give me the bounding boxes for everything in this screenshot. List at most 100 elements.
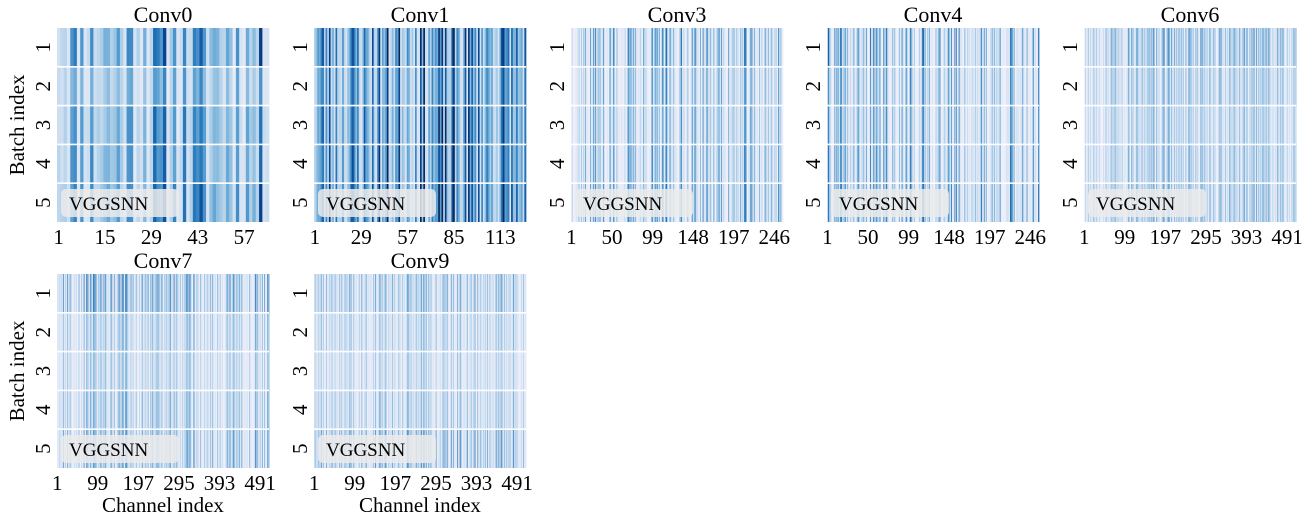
heatmap-cell — [325, 144, 328, 184]
heatmap-cell — [778, 105, 781, 145]
heatmap-cell — [653, 28, 655, 67]
heatmap-cell — [632, 105, 634, 145]
heatmap-cell — [653, 105, 655, 145]
heatmap-cell — [585, 105, 587, 145]
heatmap-cell — [653, 144, 655, 184]
heatmap-cell — [781, 28, 783, 67]
heatmap-cell — [718, 183, 720, 222]
heatmap-cell — [744, 105, 746, 145]
heatmap-cell — [395, 66, 398, 106]
heatmap-cell — [684, 144, 686, 184]
heatmap-cell — [747, 144, 749, 184]
heatmap-cell — [764, 183, 766, 222]
heatmap-cell — [773, 28, 776, 67]
heatmap-cell — [507, 183, 510, 222]
heatmap-cell — [249, 183, 253, 222]
heatmap-cell — [885, 28, 887, 67]
heatmap-cell — [355, 66, 358, 106]
heatmap-cell — [736, 183, 738, 222]
heatmap-cell — [597, 105, 599, 145]
heatmap-cell — [654, 28, 656, 67]
heatmap-cell — [400, 28, 403, 67]
heatmap-cell — [318, 66, 321, 106]
heatmap-cell — [501, 144, 504, 184]
heatmap-cell — [439, 144, 442, 184]
heatmap-cell — [573, 66, 575, 106]
heatmap-cell — [426, 105, 429, 145]
heatmap-cell — [597, 144, 599, 184]
heatmap-cell — [576, 105, 578, 145]
heatmap-cell — [660, 105, 662, 145]
heatmap-cell — [652, 105, 654, 145]
heatmap-cell — [608, 105, 610, 145]
heatmap-cell — [345, 105, 348, 145]
heatmap-cell — [682, 105, 684, 145]
heatmap-cell — [768, 144, 770, 184]
heatmap-cell — [628, 144, 630, 184]
heatmap-cell — [443, 66, 446, 106]
heatmap-cell — [593, 66, 595, 106]
heatmap-cell — [317, 105, 320, 145]
heatmap-cell — [335, 66, 338, 106]
heatmap-cell — [454, 144, 457, 184]
heatmap-cell — [713, 105, 715, 145]
heatmap-cell — [751, 105, 753, 145]
heatmap-cell — [352, 66, 355, 106]
heatmap-cell — [750, 144, 752, 184]
heatmap-cell — [604, 144, 606, 184]
heatmap-cell — [672, 105, 674, 145]
heatmap-cell — [731, 183, 733, 222]
panel-title: Conv4 — [904, 2, 963, 27]
heatmap-cell — [708, 144, 710, 184]
heatmap-cell — [471, 66, 474, 106]
heatmap-cell — [604, 144, 607, 184]
heatmap-cell — [206, 105, 210, 145]
heatmap-cell — [612, 66, 614, 106]
heatmap-cell — [917, 28, 919, 67]
heatmap-cell — [601, 105, 603, 145]
heatmap-cell — [176, 28, 180, 67]
heatmap-cell — [439, 28, 442, 67]
heatmap-cell — [358, 66, 361, 106]
heatmap-cell — [325, 105, 328, 145]
heatmap-cell — [255, 66, 260, 106]
heatmap-cell — [453, 28, 456, 67]
heatmap-cell — [650, 105, 652, 145]
heatmap-cell — [482, 144, 485, 184]
heatmap-cell — [1038, 66, 1040, 106]
heatmap-cell — [743, 105, 745, 145]
heatmap-cell — [360, 28, 363, 67]
y-axis-label: Batch index — [5, 74, 29, 175]
heatmap-cell — [126, 105, 131, 145]
heatmap-cell — [438, 105, 441, 145]
heatmap-cell — [242, 144, 247, 184]
heatmap-cell — [906, 28, 908, 67]
heatmap-cell — [762, 144, 764, 184]
heatmap-cell — [746, 183, 748, 222]
heatmap-cell — [960, 28, 962, 67]
heatmap-cell — [648, 105, 650, 145]
heatmap-cell — [192, 66, 197, 106]
heatmap-cell — [494, 105, 497, 145]
y-tick-label: 4 — [801, 158, 825, 169]
heatmap-cell — [439, 183, 442, 222]
heatmap-cell — [330, 28, 333, 67]
x-tick-label: 57 — [397, 225, 418, 249]
x-tick-label: 1 — [822, 225, 833, 249]
heatmap-cell — [669, 144, 671, 184]
heatmap-cell — [913, 28, 915, 67]
heatmap-cell — [756, 66, 758, 106]
heatmap-cell — [865, 28, 867, 67]
heatmap-cell — [700, 105, 702, 145]
heatmap-cell — [958, 28, 960, 67]
heatmap-cell — [923, 28, 925, 67]
heatmap-cell — [597, 28, 599, 67]
heatmap-cell — [754, 105, 757, 145]
heatmap-cell — [593, 144, 595, 184]
heatmap-cell — [763, 28, 765, 67]
heatmap-cell — [686, 105, 689, 145]
heatmap-cell — [730, 105, 733, 145]
heatmap-cell — [580, 144, 582, 184]
heatmap-cell — [769, 28, 771, 67]
heatmap-cell — [249, 66, 253, 106]
